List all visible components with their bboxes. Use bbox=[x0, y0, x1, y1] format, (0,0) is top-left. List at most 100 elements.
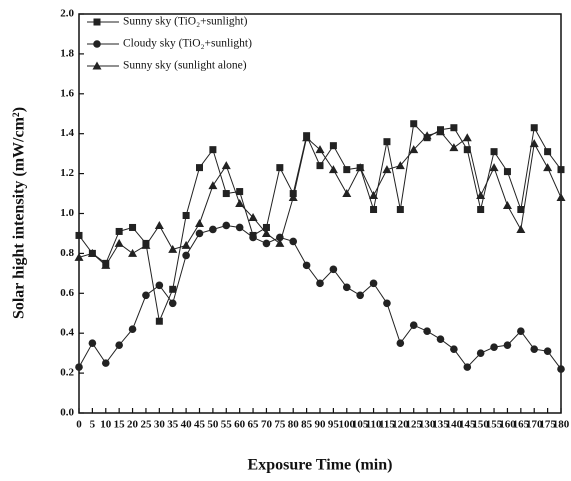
data-point bbox=[409, 321, 418, 330]
x-tick-label: 60 bbox=[234, 419, 246, 431]
data-point bbox=[422, 131, 432, 140]
data-point bbox=[155, 317, 163, 325]
data-point bbox=[154, 220, 164, 229]
data-point bbox=[195, 229, 204, 238]
data-point bbox=[195, 218, 204, 227]
data-point bbox=[383, 299, 391, 308]
x-tick-label: 100 bbox=[339, 419, 356, 431]
data-point bbox=[463, 363, 472, 371]
data-point bbox=[476, 191, 486, 200]
data-point bbox=[383, 138, 391, 146]
x-tick-label: 165 bbox=[513, 419, 530, 431]
data-point bbox=[142, 291, 150, 300]
data-point bbox=[328, 165, 338, 174]
data-point bbox=[222, 221, 231, 230]
data-point bbox=[209, 225, 217, 234]
data-point bbox=[395, 161, 405, 170]
data-point bbox=[235, 199, 245, 208]
data-point bbox=[530, 124, 538, 132]
x-tick-label: 95 bbox=[328, 419, 340, 431]
legend-marker bbox=[93, 40, 101, 48]
data-point bbox=[221, 161, 231, 170]
x-tick-label: 140 bbox=[446, 419, 463, 431]
data-point bbox=[75, 231, 83, 239]
x-tick-label: 40 bbox=[181, 419, 193, 431]
y-tick-label: 1.8 bbox=[60, 47, 74, 59]
plot-frame bbox=[78, 13, 562, 414]
data-point bbox=[182, 211, 190, 219]
data-point bbox=[208, 181, 218, 190]
data-point bbox=[503, 341, 512, 349]
x-tick-label: 55 bbox=[221, 419, 233, 431]
y-tick-label: 1.6 bbox=[60, 87, 74, 99]
data-point bbox=[235, 223, 244, 232]
data-point bbox=[370, 206, 378, 214]
data-point bbox=[369, 191, 379, 200]
data-point bbox=[342, 283, 351, 292]
x-tick-label: 170 bbox=[526, 419, 543, 431]
data-point bbox=[329, 142, 337, 150]
y-tick-label: 0.6 bbox=[60, 287, 74, 299]
data-point bbox=[396, 206, 404, 214]
data-point bbox=[503, 168, 511, 176]
data-point bbox=[450, 345, 458, 353]
data-point bbox=[329, 265, 338, 274]
x-tick-label: 125 bbox=[405, 419, 422, 431]
series-line bbox=[78, 224, 562, 370]
data-point bbox=[544, 148, 552, 156]
data-point bbox=[462, 133, 472, 142]
data-point bbox=[101, 359, 110, 367]
data-point bbox=[155, 281, 164, 290]
data-point bbox=[315, 145, 325, 154]
x-tick-label: 175 bbox=[539, 419, 556, 431]
data-point bbox=[302, 261, 311, 270]
data-point bbox=[168, 299, 177, 308]
data-point bbox=[101, 260, 111, 269]
data-point bbox=[396, 339, 405, 347]
data-point bbox=[476, 349, 485, 357]
data-point bbox=[342, 189, 352, 198]
data-point bbox=[75, 363, 83, 371]
data-point bbox=[289, 237, 298, 246]
data-point bbox=[516, 224, 526, 233]
x-tick-label: 35 bbox=[167, 419, 179, 431]
x-tick-label: 30 bbox=[154, 419, 166, 431]
x-tick-label: 50 bbox=[207, 419, 219, 431]
data-point bbox=[236, 188, 244, 196]
y-tick-label: 2.0 bbox=[60, 8, 74, 20]
data-point bbox=[248, 212, 258, 221]
data-point bbox=[502, 201, 512, 210]
data-point bbox=[490, 343, 498, 351]
data-point bbox=[262, 239, 271, 248]
data-point bbox=[196, 164, 203, 172]
data-point bbox=[261, 228, 271, 237]
y-axis-title: Solar hight intensity (mW/cm²) bbox=[11, 107, 28, 319]
x-tick-label: 15 bbox=[114, 419, 126, 431]
data-point bbox=[529, 139, 539, 148]
data-point bbox=[181, 240, 191, 249]
x-tick-label: 180 bbox=[553, 419, 570, 431]
x-tick-label: 25 bbox=[140, 419, 152, 431]
data-point bbox=[410, 120, 418, 128]
x-tick-label: 20 bbox=[127, 419, 139, 431]
data-point bbox=[409, 145, 419, 154]
data-point bbox=[463, 146, 471, 154]
data-point bbox=[490, 148, 498, 156]
data-point bbox=[382, 165, 392, 174]
data-point bbox=[115, 227, 123, 235]
x-tick-label: 5 bbox=[90, 419, 96, 431]
data-point bbox=[87, 248, 97, 257]
data-point bbox=[129, 223, 137, 231]
x-tick-label: 155 bbox=[486, 419, 503, 431]
data-point bbox=[556, 193, 566, 202]
x-tick-label: 160 bbox=[499, 419, 516, 431]
data-point bbox=[530, 345, 539, 353]
data-point bbox=[262, 223, 270, 231]
data-point bbox=[222, 190, 230, 198]
data-point bbox=[557, 365, 565, 373]
data-point bbox=[355, 163, 365, 172]
data-point bbox=[517, 327, 525, 336]
y-tick-label: 1.4 bbox=[60, 127, 74, 139]
x-tick-label: 135 bbox=[432, 419, 449, 431]
x-tick-label: 115 bbox=[379, 419, 395, 431]
